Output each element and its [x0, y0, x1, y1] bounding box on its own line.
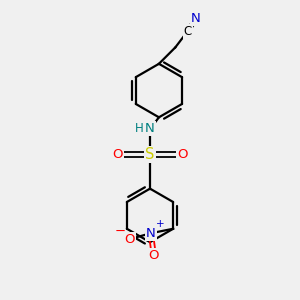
- Text: O: O: [148, 249, 159, 262]
- Text: O: O: [124, 233, 135, 246]
- Text: N: N: [146, 227, 156, 240]
- Text: C: C: [184, 25, 192, 38]
- Text: H: H: [135, 122, 144, 135]
- Text: S: S: [145, 147, 155, 162]
- Text: −: −: [114, 225, 125, 238]
- Text: +: +: [155, 219, 164, 229]
- Text: O: O: [112, 148, 123, 161]
- Text: N: N: [145, 122, 155, 135]
- Text: O: O: [177, 148, 188, 161]
- Text: N: N: [191, 12, 201, 25]
